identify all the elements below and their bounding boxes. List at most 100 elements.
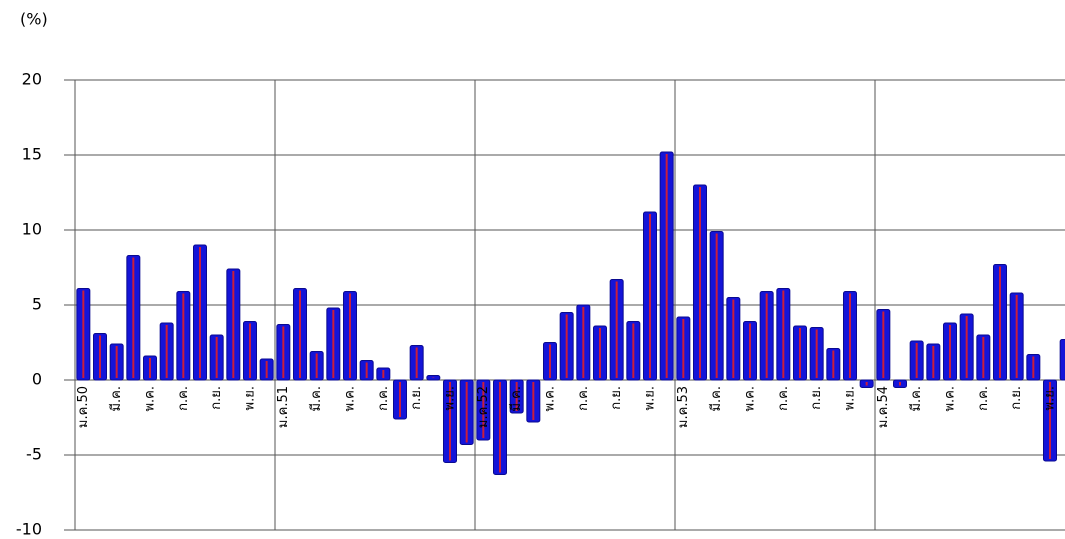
- x-tick-label: พ.ย.: [643, 386, 658, 410]
- bar-core: [982, 337, 985, 378]
- bar-core: [215, 337, 218, 378]
- bar-core: [115, 346, 118, 378]
- x-tick-label: ก.ย.: [209, 386, 224, 410]
- bar-core: [815, 329, 818, 378]
- y-tick-label: 0: [32, 370, 42, 389]
- bar-core: [365, 362, 368, 378]
- bar: [1059, 339, 1065, 381]
- x-tick-label: มี.ค.: [708, 386, 724, 412]
- bar-core: [999, 266, 1001, 378]
- bar-core: [199, 247, 201, 378]
- unit-label: (%): [20, 10, 48, 29]
- x-tick-label: ก.ค.: [976, 386, 991, 411]
- y-tick-label: 10: [22, 220, 42, 239]
- bar-core: [432, 377, 435, 378]
- bar-core: [749, 323, 751, 378]
- bar-core: [499, 382, 501, 473]
- x-tick-label: พ.ค.: [743, 386, 758, 412]
- bar-core: [732, 299, 735, 378]
- bar-core: [849, 293, 851, 378]
- x-tick-label: ก.ค.: [576, 386, 591, 411]
- bar-core: [632, 323, 635, 378]
- bar-core: [832, 350, 835, 378]
- x-tick-label: มี.ค.: [108, 386, 124, 412]
- bar-core: [282, 326, 285, 378]
- y-tick-label: -10: [16, 520, 42, 539]
- bar-core: [965, 316, 968, 378]
- x-tick-label: ก.ค.: [776, 386, 791, 411]
- bar-core: [182, 293, 185, 378]
- bar-core: [482, 382, 485, 438]
- x-tick-label: มี.ค.: [508, 386, 524, 412]
- x-tick-label: พ.ค.: [143, 386, 158, 412]
- bar-core: [265, 361, 268, 378]
- y-tick-label: 20: [22, 70, 42, 89]
- bar-core: [615, 281, 618, 378]
- bar-core: [699, 187, 701, 378]
- x-tick-label: ม.ค.52: [476, 386, 491, 428]
- bar-core: [565, 314, 568, 378]
- bar-core: [865, 382, 868, 386]
- bar-core: [149, 358, 151, 378]
- bar-core: [299, 290, 301, 378]
- bar-core: [132, 257, 135, 378]
- bar-core: [682, 319, 685, 378]
- x-tick-label: พ.ย.: [243, 386, 258, 410]
- x-tick-label: ม.ค.51: [276, 386, 291, 428]
- bar-core: [415, 347, 418, 378]
- bar-core: [332, 310, 335, 378]
- bar-core: [1049, 382, 1051, 459]
- bar-core: [782, 290, 785, 378]
- x-tick-label: ม.ค.53: [676, 386, 691, 428]
- bar-core: [715, 233, 718, 378]
- bar-core: [549, 344, 551, 378]
- bar-core: [532, 382, 535, 420]
- bar-core: [382, 370, 385, 378]
- bar-core: [665, 154, 668, 378]
- x-tick-label: พ.ค.: [943, 386, 958, 412]
- x-tick-label: ก.ย.: [409, 386, 424, 410]
- bar-core: [82, 290, 85, 378]
- bar-core: [1032, 356, 1035, 378]
- bar-core: [465, 382, 468, 443]
- bar-core: [249, 323, 251, 378]
- bar-core: [882, 311, 885, 378]
- x-tick-label: พ.ค.: [543, 386, 558, 412]
- y-tick-label: 15: [22, 145, 42, 164]
- x-tick-label: ก.ค.: [176, 386, 191, 411]
- bar-core: [165, 325, 168, 378]
- y-tick-label: -5: [26, 445, 42, 464]
- bar-core: [315, 353, 318, 378]
- bar-core: [949, 325, 951, 378]
- x-tick-label: มี.ค.: [308, 386, 324, 412]
- x-tick-label: พ.ค.: [343, 386, 358, 412]
- bar-core: [765, 293, 768, 378]
- x-tick-label: พ.ย.: [443, 386, 458, 410]
- y-tick-label: 5: [32, 295, 42, 314]
- bar-core: [915, 343, 918, 378]
- bar-core: [449, 382, 451, 461]
- bar-core: [899, 382, 901, 386]
- x-tick-label: ก.ย.: [1009, 386, 1024, 410]
- bar-core: [582, 307, 585, 378]
- bar-core: [99, 335, 101, 378]
- bar-core: [232, 271, 235, 378]
- x-tick-label: ก.ค.: [376, 386, 391, 411]
- x-tick-label: พ.ย.: [1043, 386, 1058, 410]
- bar-core: [515, 382, 518, 411]
- x-tick-label: มี.ค.: [908, 386, 924, 412]
- bar-core: [1015, 295, 1018, 378]
- x-tick-label: พ.ย.: [843, 386, 858, 410]
- bar-core: [399, 382, 401, 417]
- bar-core: [649, 214, 651, 378]
- bar-core: [349, 293, 351, 378]
- x-tick-label: ม.ค.54: [876, 386, 891, 428]
- bar-core: [799, 328, 801, 378]
- x-tick-label: ก.ย.: [809, 386, 824, 410]
- x-tick-label: ม.ค.50: [76, 386, 91, 428]
- x-tick-label: ก.ย.: [609, 386, 624, 410]
- bar-core: [599, 328, 601, 378]
- bar-core: [932, 346, 935, 378]
